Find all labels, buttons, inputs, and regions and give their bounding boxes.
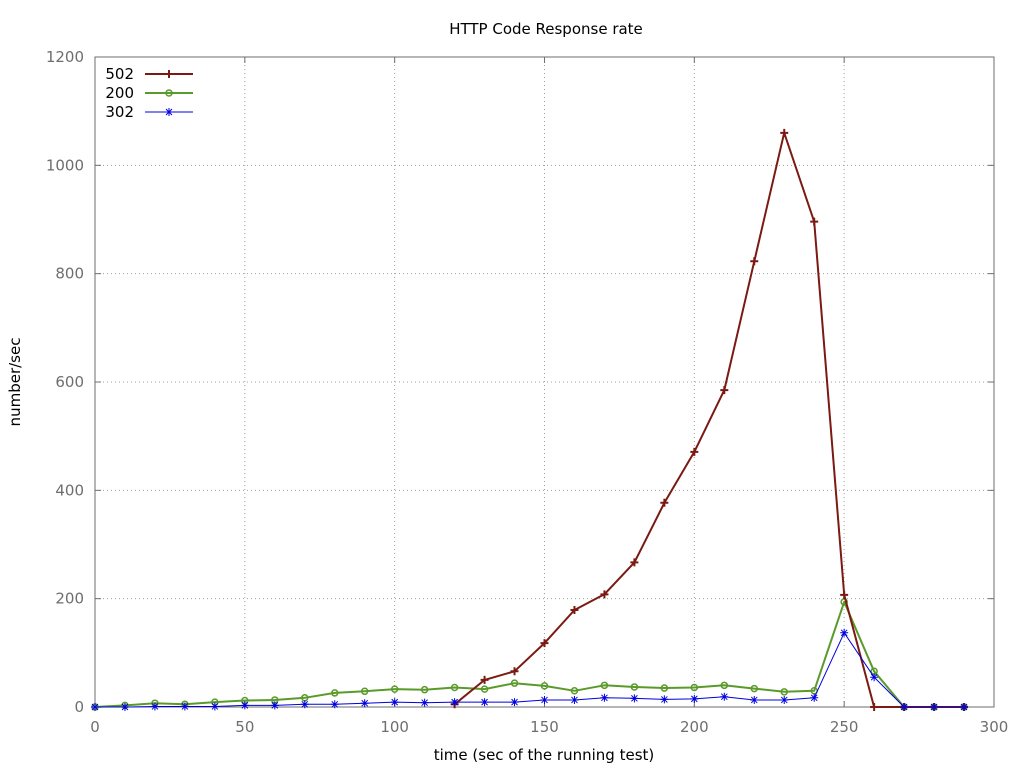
data-point-200 bbox=[600, 681, 609, 690]
legend-item-302: 302 bbox=[105, 103, 193, 121]
data-point-302 bbox=[270, 701, 279, 710]
data-point-302 bbox=[420, 698, 429, 707]
data-point-200 bbox=[420, 685, 429, 694]
data-point-200 bbox=[540, 682, 549, 690]
y-tick-label: 800 bbox=[55, 265, 84, 283]
data-point-502 bbox=[600, 590, 609, 599]
legend-label: 302 bbox=[105, 103, 134, 121]
data-point-302 bbox=[600, 693, 609, 702]
y-tick-label: 1200 bbox=[46, 48, 84, 66]
data-point-302 bbox=[330, 700, 339, 709]
x-tick-label: 50 bbox=[235, 718, 254, 736]
y-tick-label: 600 bbox=[55, 373, 84, 391]
legend-label: 502 bbox=[105, 65, 134, 83]
data-point-502 bbox=[870, 703, 879, 711]
x-tick-label: 150 bbox=[530, 718, 559, 736]
data-point-200 bbox=[630, 683, 639, 691]
data-point-200 bbox=[330, 689, 339, 697]
y-axis-label: number/sec bbox=[6, 338, 24, 427]
legend-marker bbox=[165, 108, 173, 116]
data-point-302 bbox=[780, 695, 789, 704]
gridlines bbox=[95, 57, 994, 707]
data-point-302 bbox=[510, 698, 519, 707]
data-point-502 bbox=[510, 667, 519, 676]
data-point-302 bbox=[540, 695, 549, 704]
legend-marker bbox=[165, 89, 173, 97]
axis-ticks: 0 50 100 150 200 250 300 0 200 400 600 800 1000 1200 bbox=[46, 48, 1009, 736]
data-point-200 bbox=[480, 685, 489, 693]
data-point-302 bbox=[390, 698, 399, 707]
x-tick-label: 200 bbox=[680, 718, 709, 736]
data-point-502 bbox=[570, 606, 579, 615]
y-tick-label: 400 bbox=[55, 481, 84, 499]
series-line-302 bbox=[95, 632, 964, 708]
data-point-502 bbox=[780, 128, 789, 137]
data-point-302 bbox=[750, 695, 759, 704]
data-point-200 bbox=[390, 685, 399, 693]
data-point-200 bbox=[360, 687, 369, 696]
data-point-502 bbox=[480, 675, 489, 684]
data-point-502 bbox=[810, 217, 819, 226]
series-200 bbox=[91, 598, 968, 711]
data-point-302 bbox=[720, 692, 729, 701]
series-502 bbox=[450, 128, 969, 711]
x-tick-label: 0 bbox=[90, 718, 100, 736]
legend-marker bbox=[165, 70, 173, 78]
data-point-302 bbox=[690, 694, 699, 703]
x-tick-label: 250 bbox=[830, 718, 859, 736]
data-point-302 bbox=[360, 699, 369, 708]
data-point-502 bbox=[540, 639, 549, 648]
y-tick-label: 0 bbox=[74, 698, 84, 716]
data-point-302 bbox=[120, 703, 129, 711]
series-302 bbox=[91, 628, 969, 711]
data-point-302 bbox=[150, 702, 159, 711]
data-point-200 bbox=[660, 684, 669, 692]
data-point-302 bbox=[91, 703, 99, 711]
data-point-302 bbox=[300, 700, 309, 709]
data-point-200 bbox=[690, 683, 699, 692]
data-point-302 bbox=[870, 673, 879, 682]
data-point-502 bbox=[660, 498, 669, 507]
data-point-502 bbox=[840, 590, 849, 599]
y-tick-label: 200 bbox=[55, 590, 84, 608]
data-point-302 bbox=[210, 702, 219, 711]
legend-label: 200 bbox=[105, 84, 134, 102]
data-point-302 bbox=[180, 702, 189, 711]
data-point-200 bbox=[840, 598, 848, 606]
x-tick-label: 100 bbox=[380, 718, 409, 736]
data-point-302 bbox=[960, 703, 969, 711]
data-point-302 bbox=[480, 698, 489, 707]
data-point-200 bbox=[570, 687, 579, 695]
legend-item-502: 502 bbox=[105, 65, 193, 83]
series-layer bbox=[91, 128, 969, 711]
data-point-302 bbox=[240, 701, 249, 710]
y-tick-label: 1000 bbox=[46, 156, 84, 174]
data-point-200 bbox=[450, 683, 459, 692]
data-point-302 bbox=[900, 703, 909, 711]
data-point-502 bbox=[630, 558, 639, 567]
data-point-302 bbox=[450, 698, 459, 707]
data-point-502 bbox=[750, 257, 759, 266]
data-point-502 bbox=[690, 447, 699, 456]
legend-item-200: 200 bbox=[105, 84, 193, 102]
chart-title: HTTP Code Response rate bbox=[449, 20, 643, 38]
series-line-200 bbox=[94, 600, 964, 708]
series-line-502 bbox=[453, 131, 964, 708]
data-point-302 bbox=[840, 628, 849, 637]
data-point-200 bbox=[750, 684, 759, 693]
data-point-302 bbox=[630, 694, 639, 703]
data-point-302 bbox=[930, 703, 939, 711]
x-axis-label: time (sec of the running test) bbox=[434, 746, 655, 764]
data-point-200 bbox=[780, 688, 788, 696]
data-point-302 bbox=[660, 695, 669, 704]
data-point-200 bbox=[720, 681, 729, 690]
data-point-502 bbox=[720, 386, 729, 395]
data-point-302 bbox=[810, 693, 819, 702]
data-point-302 bbox=[570, 695, 579, 704]
data-point-200 bbox=[510, 679, 519, 687]
x-tick-label: 300 bbox=[980, 718, 1009, 736]
